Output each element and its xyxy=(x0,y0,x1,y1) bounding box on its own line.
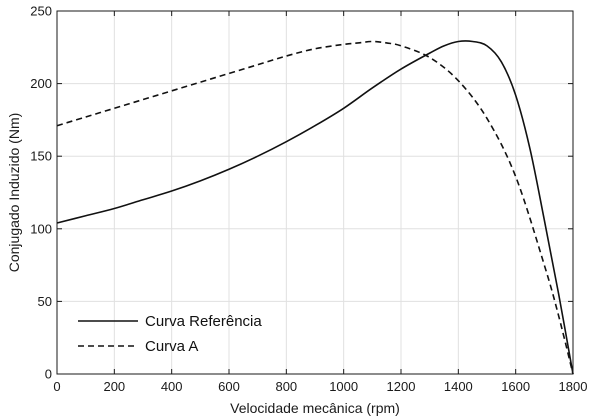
x-tick-label: 1800 xyxy=(559,379,588,394)
grid xyxy=(57,11,573,374)
x-tick-label: 200 xyxy=(103,379,125,394)
x-tick-label: 800 xyxy=(275,379,297,394)
y-tick-label: 0 xyxy=(45,367,52,382)
y-tick-label: 50 xyxy=(38,294,52,309)
x-tick-label: 1400 xyxy=(444,379,473,394)
x-axis-label: Velocidade mecânica (rpm) xyxy=(230,400,400,416)
legend: Curva Referência Curva A xyxy=(78,313,262,355)
y-tick-label: 200 xyxy=(30,76,52,91)
tick-labels: 0 200 400 600 800 1000 1200 1400 1600 1800 0 50 100 1… xyxy=(30,4,587,395)
ticks xyxy=(56,10,574,375)
y-tick-label: 100 xyxy=(30,221,52,236)
y-axis-label: Conjugado Induzido (Nm) xyxy=(6,113,22,273)
y-tick-label: 250 xyxy=(30,4,52,19)
x-tick-label: 1200 xyxy=(387,379,416,394)
x-tick-label: 1000 xyxy=(329,379,358,394)
legend-label-curva-referencia: Curva Referência xyxy=(145,313,262,330)
x-tick-label: 0 xyxy=(53,379,60,394)
x-tick-label: 1600 xyxy=(501,379,530,394)
plot-frame xyxy=(56,10,574,375)
series-line-curva-referencia xyxy=(56,40,574,375)
y-tick-label: 150 xyxy=(30,149,52,164)
x-tick-label: 600 xyxy=(218,379,240,394)
plot-lines xyxy=(56,40,574,375)
legend-label-curva-a: Curva A xyxy=(145,338,198,355)
x-tick-label: 400 xyxy=(161,379,183,394)
